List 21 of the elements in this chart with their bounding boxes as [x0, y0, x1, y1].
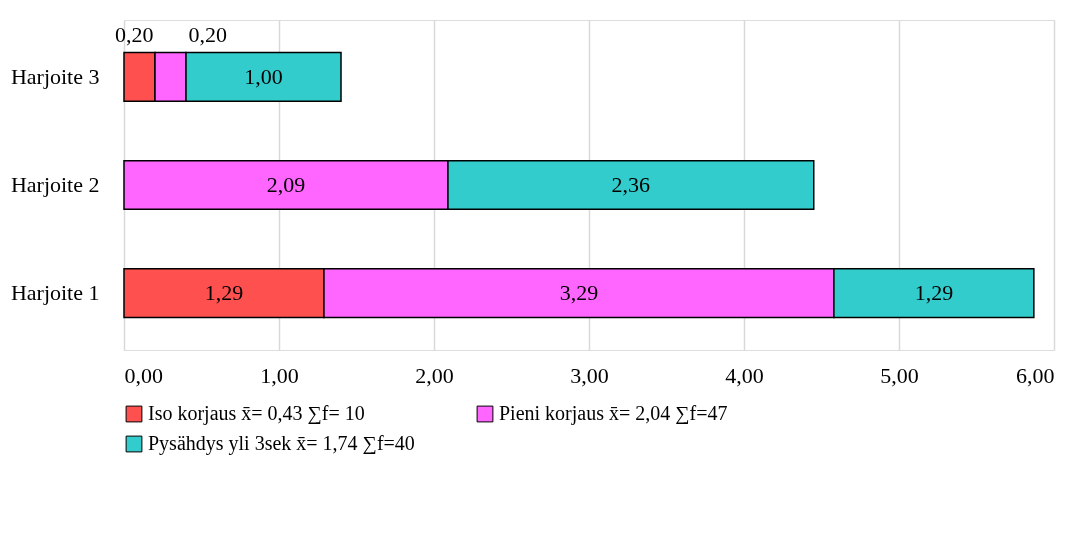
data-label: 1,29 — [914, 280, 954, 306]
x-tick-label: 6,00 — [1016, 362, 1055, 388]
y-tick-label: Harjoite 3 — [10, 63, 100, 89]
x-tick-label: 1,00 — [260, 362, 299, 388]
y-tick-label: Harjoite 2 — [10, 172, 100, 197]
data-label: 0,20 — [188, 21, 227, 47]
data-label: 1,00 — [244, 63, 283, 89]
data-label: 1,29 — [204, 280, 244, 306]
x-tick-label: 3,00 — [570, 362, 609, 388]
data-label: 3,29 — [559, 280, 599, 306]
x-tick-label: 4,00 — [725, 362, 764, 388]
data-label: 2,09 — [266, 172, 306, 197]
legend-label: Iso korjaus x̄= 0,43 ∑f= 10 — [148, 402, 365, 425]
y-tick-label: Harjoite 1 — [10, 280, 100, 306]
data-label: 2,36 — [611, 172, 651, 197]
x-tick-label: 0,00 — [124, 362, 163, 388]
data-label: 0,20 — [115, 21, 154, 47]
legend-label: Pysähdys yli 3sek x̄= 1,74 ∑f=40 — [148, 432, 415, 455]
legend-label: Pieni korjaus x̄= 2,04 ∑f=47 — [499, 402, 728, 425]
x-tick-label: 2,00 — [415, 362, 454, 388]
x-tick-label: 5,00 — [880, 362, 919, 388]
